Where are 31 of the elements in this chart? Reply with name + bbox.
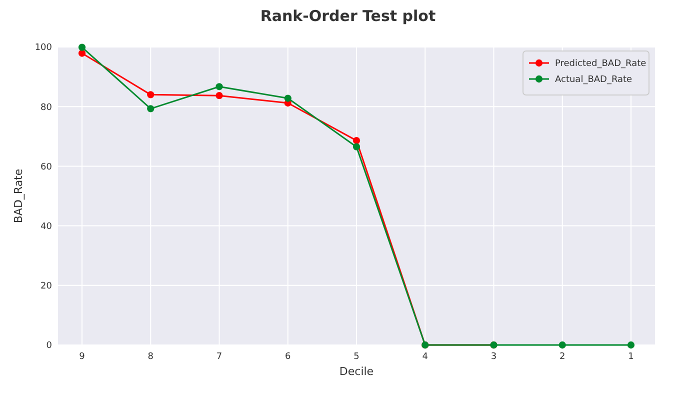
point [284,94,292,102]
y-tick-label: 60 [40,162,52,172]
y-tick-label: 100 [34,43,52,54]
y-tick-label: 40 [40,222,52,232]
x-tick-label: 2 [559,352,566,362]
legend-label: Actual_BAD_Rate [555,75,633,86]
point [627,341,635,349]
chart-title: Rank-Order Test plot [260,7,436,25]
point [147,91,154,98]
y-tick-label: 80 [40,102,52,113]
x-tick-label: 4 [422,352,428,362]
x-tick-label: 7 [216,352,222,362]
point [147,105,154,112]
point [216,92,223,100]
point [78,50,86,57]
point [78,44,86,51]
y-tick-label: 0 [46,341,52,352]
x-tick-label: 9 [79,352,86,362]
x-tick-label: 5 [354,352,360,362]
legend-label: Predicted_BAD_Rate [555,59,647,70]
x-tick-label: 3 [490,352,497,362]
x-axis-title: Decile [339,365,374,378]
y-tick-label: 20 [40,282,52,292]
point [558,341,566,349]
point [352,143,360,150]
point [216,83,223,90]
x-tick-label: 1 [628,352,634,362]
x-tick-label: 8 [148,352,154,362]
x-tick-label: 6 [285,352,292,362]
point [352,137,360,144]
y-axis-title: BAD_Rate [12,168,25,224]
